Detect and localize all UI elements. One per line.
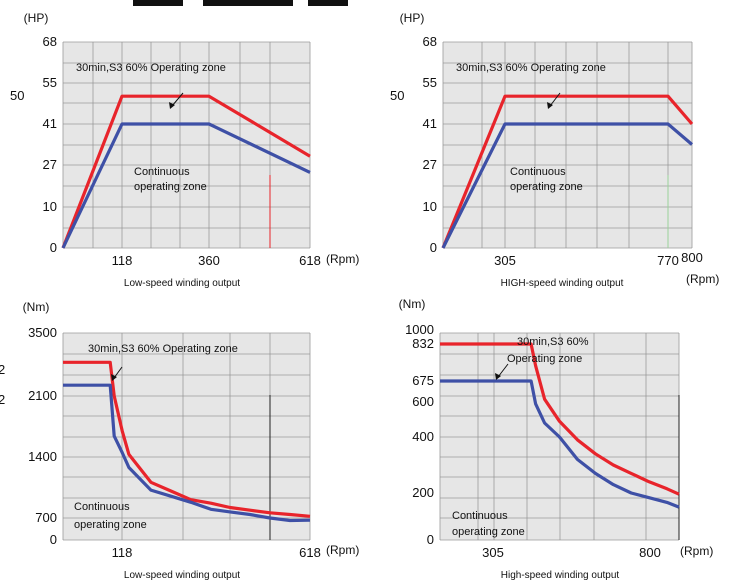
y-tick-label: 1400 [28, 449, 57, 464]
chart-caption: HIGH-speed winding output [501, 278, 624, 289]
y-tick-label: 41 [423, 116, 437, 131]
y-tick-label: 0 [430, 240, 437, 255]
series-line-continuous [440, 379, 680, 509]
y-tick-label: 0 [50, 532, 57, 547]
y-tick-label: 27 [43, 157, 57, 172]
series-line-continuous [441, 122, 694, 249]
annotation-arrow [113, 366, 123, 379]
chart-caption: Low-speed winding output [124, 570, 240, 581]
x-unit-label: (Rpm) [326, 252, 359, 266]
x-tick-label: 770 [657, 253, 679, 268]
y-tick-label: 0 [427, 532, 434, 547]
zone-annotation: 30min,S3 60% Operating zone [456, 62, 606, 74]
arrow-head [169, 102, 175, 109]
zone-annotation: Continuous [134, 166, 190, 178]
y-tick-label: 2100 [28, 388, 57, 403]
series-line-s3 [440, 342, 680, 496]
y-tick-label: 600 [412, 394, 434, 409]
zone-annotation: operating zone [74, 519, 147, 531]
zone-annotation: 30min,S3 60% Operating zone [76, 62, 226, 74]
y-tick-label: 68 [423, 34, 437, 49]
y-unit-label: (HP) [24, 11, 49, 25]
y-unit-label: (Nm) [23, 300, 50, 314]
series-line-s3 [63, 360, 311, 518]
y-tick-label: 2 [0, 362, 5, 377]
x-tick-label: 800 [681, 250, 703, 265]
chart-caption: Low-speed winding output [124, 278, 240, 289]
zone-annotation: operating zone [452, 526, 525, 538]
x-tick-label: 305 [482, 545, 504, 560]
y-tick-label: 55 [423, 75, 437, 90]
y-tick-label: 10 [43, 199, 57, 214]
y-tick-label: 27 [423, 157, 437, 172]
y-tick-label: 55 [43, 75, 57, 90]
grid-lines [442, 41, 693, 249]
annotation-arrow [171, 92, 184, 107]
annotation-arrow [497, 363, 509, 378]
chart-caption: High-speed winding output [501, 570, 620, 581]
zone-annotation: Operating zone [507, 353, 582, 365]
y-tick-label: 68 [43, 34, 57, 49]
annotation-arrow [549, 92, 561, 107]
series-line-continuous [61, 122, 311, 249]
y-tick-label: 400 [412, 429, 434, 444]
header-band [133, 0, 433, 6]
y-tick-label: 50 [390, 88, 404, 103]
zone-annotation: operating zone [510, 181, 583, 193]
y-tick-label: 200 [412, 485, 434, 500]
y-tick-label: 2 [0, 392, 5, 407]
zone-annotation: operating zone [134, 181, 207, 193]
y-tick-label: 0 [50, 240, 57, 255]
grid-lines [62, 332, 311, 541]
y-unit-label: (Nm) [399, 297, 426, 311]
chart-panel-1: 0 10 27 41 55 68 50 118 360 618 (HP) (Rpm) Low-speed… [10, 11, 359, 289]
series-line-s3 [441, 94, 694, 249]
chart-panel-2: 0 10 27 41 55 68 50 305 770 800 (HP) (Rpm) HIGH-spee… [390, 11, 719, 289]
plot-area [63, 333, 310, 540]
y-tick-label: 10 [423, 199, 437, 214]
zone-annotation: Continuous [74, 501, 130, 513]
series-line-continuous [63, 383, 311, 523]
x-tick-label: 800 [639, 545, 661, 560]
x-tick-label: 118 [112, 545, 133, 560]
zone-annotation: Continuous [452, 510, 508, 522]
x-tick-label: 360 [198, 253, 220, 268]
x-unit-label: (Rpm) [686, 272, 719, 286]
y-tick-label: 832 [412, 336, 434, 351]
y-tick-label: 3500 [28, 325, 57, 340]
x-tick-label: 618 [299, 545, 321, 560]
y-tick-label: 1000 [405, 322, 434, 337]
chart-panel-3: 0 700 1400 2100 3500 2 2 118 618 (Nm) (Rpm) Low-spe… [0, 300, 359, 581]
y-tick-label: 41 [43, 116, 57, 131]
zone-annotation: 30min,S3 60% Operating zone [88, 343, 238, 355]
x-tick-label: 118 [112, 253, 133, 268]
x-tick-label: 618 [299, 253, 321, 268]
x-tick-label: 305 [494, 253, 516, 268]
y-tick-label: 700 [35, 510, 57, 525]
y-tick-label: 50 [10, 88, 24, 103]
zone-annotation: 30min,S3 60% [517, 336, 589, 348]
arrow-head [111, 374, 117, 381]
x-unit-label: (Rpm) [680, 544, 713, 558]
zone-annotation: Continuous [510, 166, 566, 178]
y-tick-label: 675 [412, 373, 434, 388]
x-unit-label: (Rpm) [326, 543, 359, 557]
series-line-s3 [61, 94, 311, 249]
arrow-head [547, 102, 553, 109]
arrow-head [495, 373, 501, 380]
y-unit-label: (HP) [400, 11, 425, 25]
